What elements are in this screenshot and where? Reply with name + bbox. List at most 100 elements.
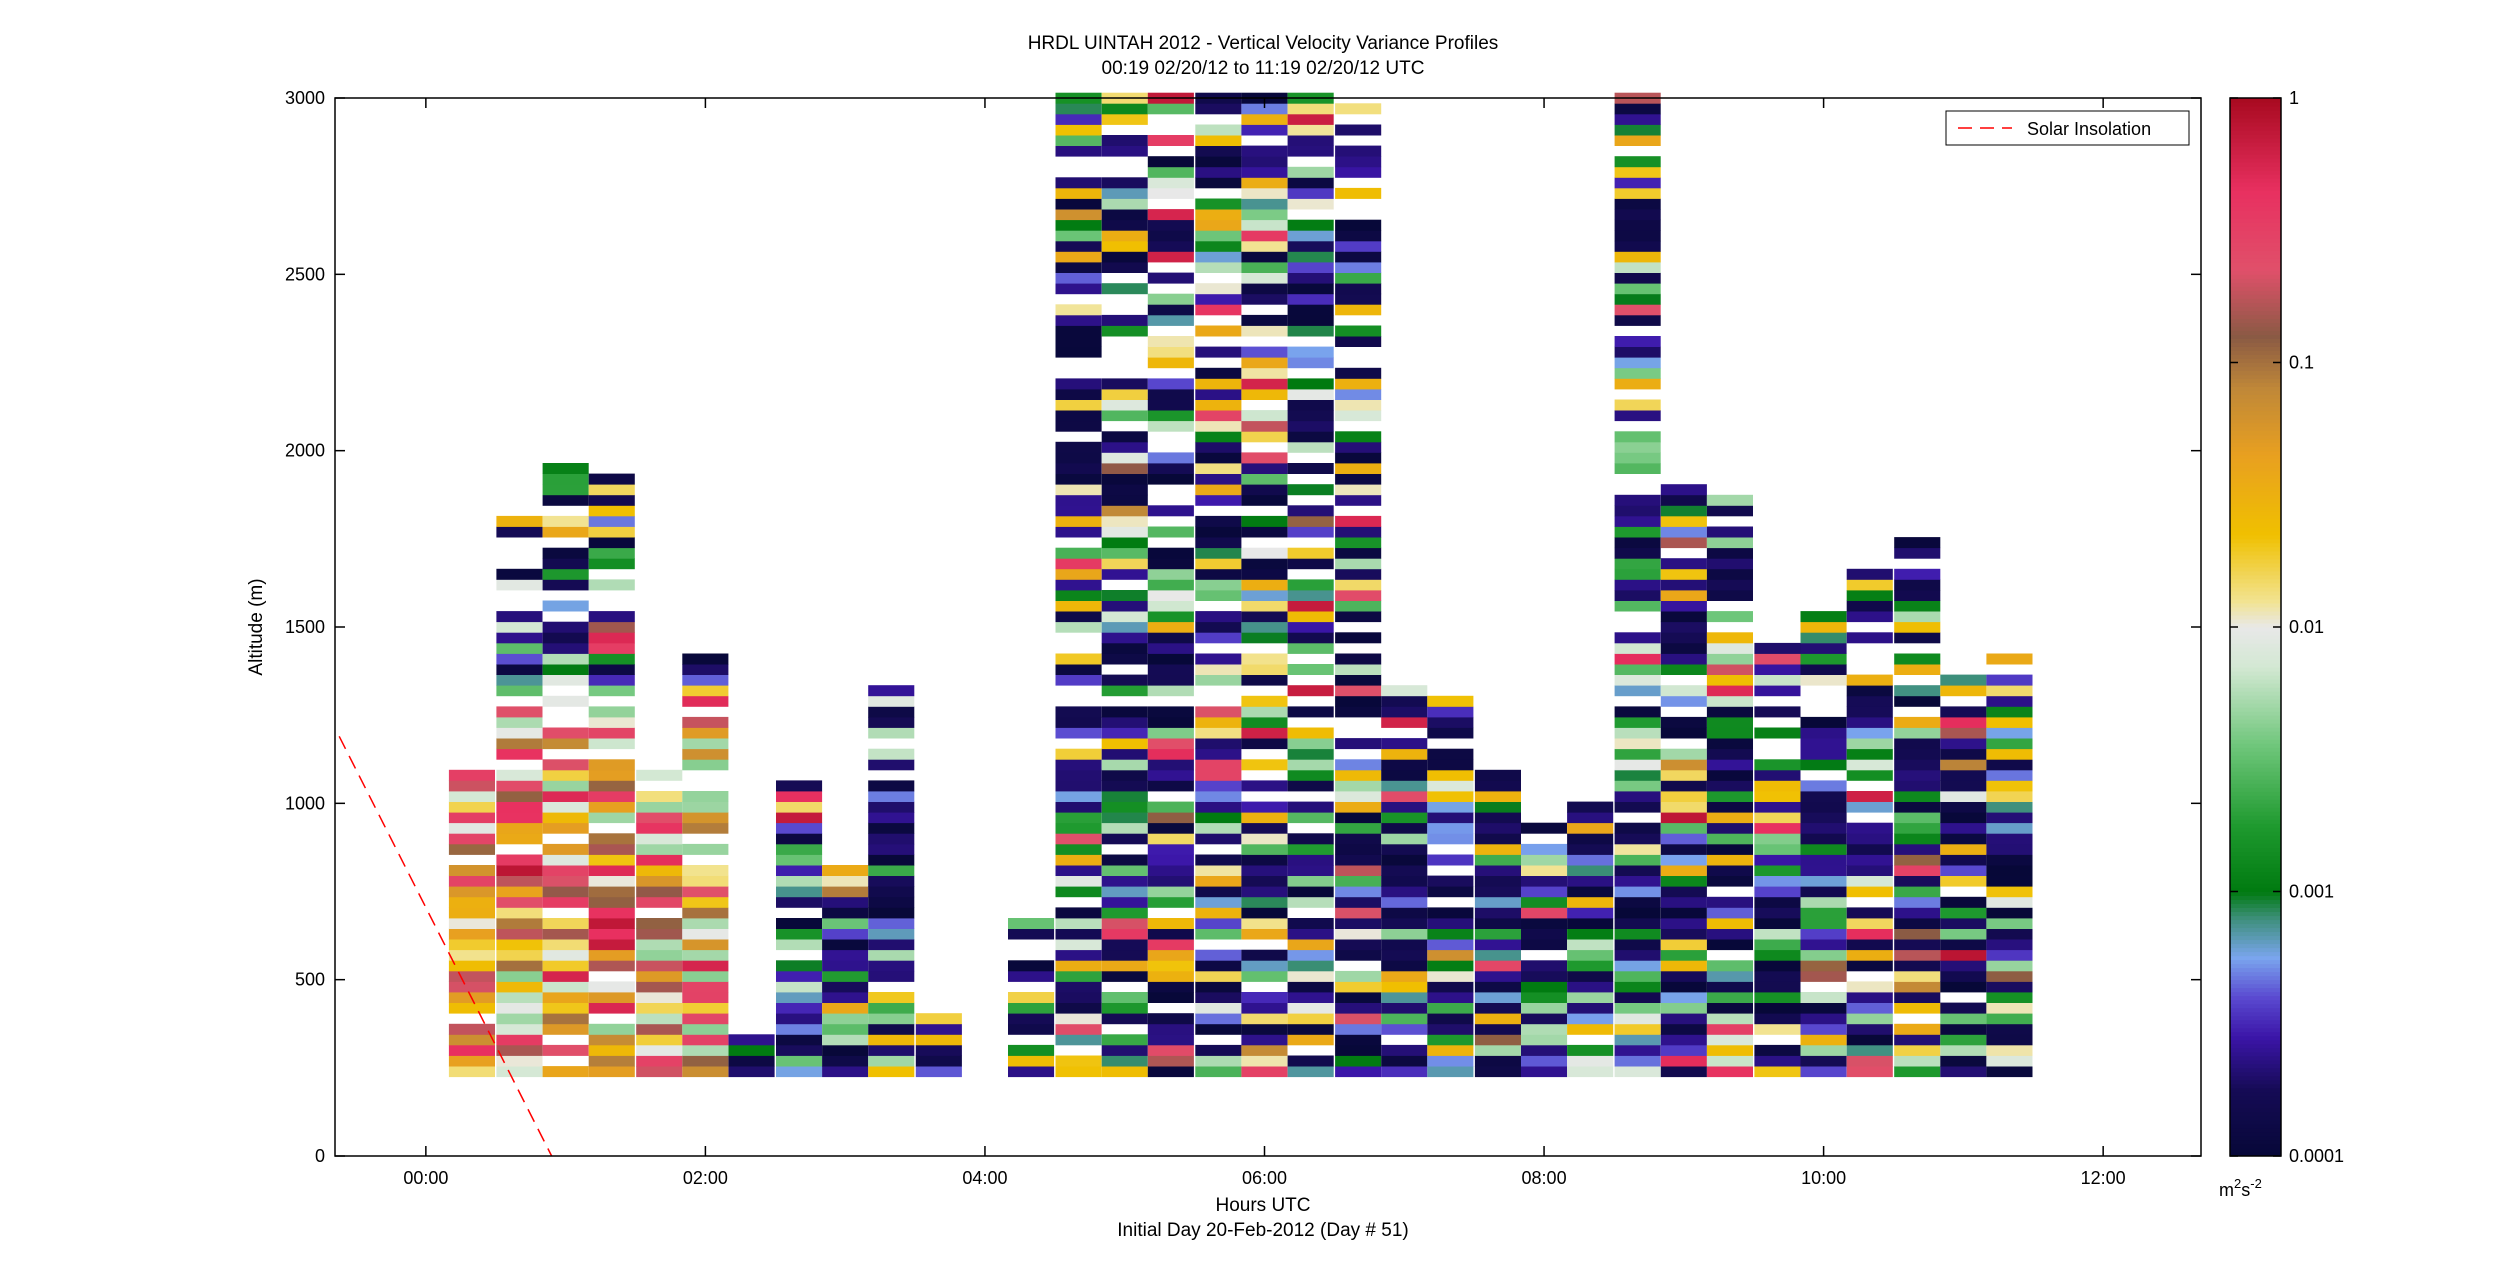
variance-cell xyxy=(496,886,543,898)
variance-cell xyxy=(1567,1055,1614,1067)
variance-cell xyxy=(1381,759,1428,771)
variance-cell xyxy=(776,812,823,824)
variance-cell xyxy=(1940,1044,1987,1056)
variance-cell xyxy=(1614,759,1661,771)
colorbar-strip xyxy=(2230,190,2281,195)
colorbar-strip xyxy=(2230,643,2281,648)
variance-cell xyxy=(1195,780,1242,792)
variance-cell xyxy=(1800,1023,1847,1035)
variance-cell xyxy=(1147,420,1194,432)
colorbar-strip xyxy=(2230,807,2281,812)
variance-cell xyxy=(1894,738,1941,750)
variance-cell xyxy=(1754,1066,1801,1078)
variance-cell xyxy=(1147,960,1194,972)
variance-cell xyxy=(1241,230,1288,242)
variance-cell xyxy=(1754,653,1801,665)
variance-cell xyxy=(1241,780,1288,792)
variance-cell xyxy=(682,812,729,824)
colorbar-strip xyxy=(2230,126,2281,131)
colorbar-strip xyxy=(2230,498,2281,504)
variance-cell xyxy=(1381,949,1428,961)
variance-cell xyxy=(1101,939,1148,951)
colorbar-strip xyxy=(2230,835,2281,840)
variance-cell xyxy=(1754,759,1801,771)
variance-cell xyxy=(1706,759,1753,771)
variance-cell xyxy=(1381,748,1428,760)
variance-cell xyxy=(1195,791,1242,802)
variance-cell xyxy=(1986,653,2033,665)
variance-cell xyxy=(1706,843,1753,855)
variance-cell xyxy=(1287,928,1334,940)
variance-cell xyxy=(1241,759,1288,771)
variance-cell xyxy=(496,1002,543,1014)
x-tick-label: 10:00 xyxy=(1801,1168,1846,1188)
variance-cell xyxy=(1381,1013,1428,1025)
variance-cell xyxy=(868,685,915,697)
variance-cell xyxy=(682,1013,729,1025)
variance-cell xyxy=(1335,865,1382,876)
colorbar-strip xyxy=(2230,166,2281,171)
variance-cell xyxy=(1986,992,2033,1003)
variance-cell xyxy=(1521,843,1568,855)
variance-cell xyxy=(1381,822,1428,834)
variance-cell xyxy=(1055,748,1102,760)
variance-cell xyxy=(1614,431,1661,443)
variance-cell xyxy=(1474,896,1521,908)
variance-cell xyxy=(1147,981,1194,993)
variance-cell xyxy=(1055,505,1102,517)
colorbar-strip xyxy=(2230,142,2281,147)
variance-cell xyxy=(1614,949,1661,961)
variance-cell xyxy=(1241,1013,1288,1025)
variance-cell xyxy=(1894,685,1941,697)
variance-cell xyxy=(1287,759,1334,771)
variance-cell xyxy=(1660,801,1707,813)
variance-cell xyxy=(776,843,823,855)
variance-cell xyxy=(1800,1013,1847,1025)
variance-cell xyxy=(496,664,543,675)
variance-cell xyxy=(776,992,823,1003)
variance-cell xyxy=(1241,1055,1288,1067)
variance-cell xyxy=(1754,642,1801,654)
variance-cell xyxy=(1846,600,1893,612)
variance-cell xyxy=(1567,970,1614,982)
variance-cell xyxy=(1147,209,1194,221)
variance-cell xyxy=(1800,812,1847,824)
variance-cell xyxy=(1287,463,1334,474)
variance-cell xyxy=(1241,251,1288,263)
variance-cell xyxy=(1101,653,1148,665)
variance-cell xyxy=(1101,674,1148,686)
x-tick-label: 02:00 xyxy=(683,1168,728,1188)
colorbar-strip xyxy=(2230,318,2281,323)
variance-cell xyxy=(1800,907,1847,919)
variance-cell xyxy=(1846,960,1893,972)
variance-cell xyxy=(1614,399,1661,411)
variance-cell xyxy=(1101,198,1148,210)
variance-cell xyxy=(1800,896,1847,908)
variance-cell xyxy=(1335,1002,1382,1014)
variance-cell xyxy=(496,653,543,665)
variance-cell xyxy=(1614,494,1661,506)
variance-cell xyxy=(1894,843,1941,855)
variance-cell xyxy=(1101,209,1148,221)
colorbar-strip xyxy=(2230,414,2281,420)
variance-cell xyxy=(682,1034,729,1046)
variance-cell xyxy=(1147,452,1194,464)
variance-cell xyxy=(1195,124,1242,136)
variance-cell xyxy=(542,642,589,654)
variance-cell xyxy=(542,1066,589,1078)
colorbar-strip xyxy=(2230,1047,2281,1053)
variance-cell xyxy=(1894,907,1941,919)
variance-cell xyxy=(1614,1055,1661,1067)
variance-cell xyxy=(1195,716,1242,728)
variance-cell xyxy=(1055,515,1102,527)
variance-cell xyxy=(1055,1013,1102,1025)
variance-cell xyxy=(1754,928,1801,940)
variance-cell xyxy=(1335,1023,1382,1035)
variance-cell xyxy=(1195,918,1242,929)
variance-cell xyxy=(1241,410,1288,422)
variance-cell xyxy=(1147,928,1194,940)
colorbar-strip xyxy=(2230,466,2281,472)
colorbar-strip xyxy=(2230,102,2281,107)
colorbar-strip xyxy=(2230,991,2281,997)
variance-cell xyxy=(1147,314,1194,326)
